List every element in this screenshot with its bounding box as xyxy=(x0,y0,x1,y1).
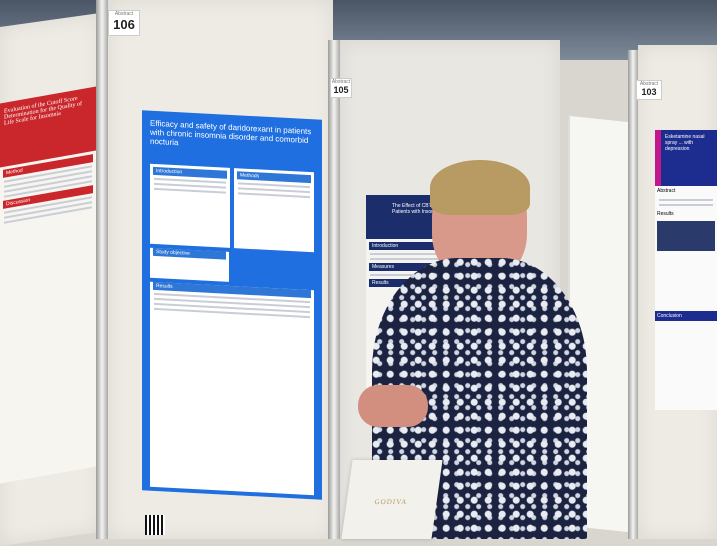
board-number-105: Abstract 105 xyxy=(330,78,352,98)
pole xyxy=(328,40,340,539)
qr-code xyxy=(145,515,165,535)
section-heading: Conclusion xyxy=(655,311,717,321)
board-number-106: Abstract 106 xyxy=(108,10,140,36)
section-heading: Introduction xyxy=(153,166,227,179)
section-heading: Introduction xyxy=(369,242,463,250)
section-heading: Results xyxy=(657,211,674,217)
poster-title: Efficacy and safety of daridorexant in p… xyxy=(150,118,312,148)
pole xyxy=(628,50,638,539)
board-number-103: Abstract 103 xyxy=(636,80,662,100)
person-arm xyxy=(358,385,428,427)
poster-title: Esketamine nasal spray ... with depressi… xyxy=(655,130,717,186)
center-poster: Efficacy and safety of daridorexant in p… xyxy=(142,110,322,500)
person-shirt xyxy=(372,258,587,539)
section-heading: Methods xyxy=(237,171,311,184)
section-heading: Abstract xyxy=(657,188,676,194)
section-heading: Measures xyxy=(369,263,463,271)
bag-brand-logo: GODIVA xyxy=(374,498,408,506)
shopping-bag: GODIVA xyxy=(341,460,443,539)
left-poster: Evaluation of the Cutoff Score Determina… xyxy=(0,86,96,484)
right-poster: Esketamine nasal spray ... with depressi… xyxy=(655,130,717,410)
section-heading: Study objective xyxy=(153,247,226,260)
person-hair xyxy=(430,160,530,215)
pole xyxy=(96,0,108,539)
